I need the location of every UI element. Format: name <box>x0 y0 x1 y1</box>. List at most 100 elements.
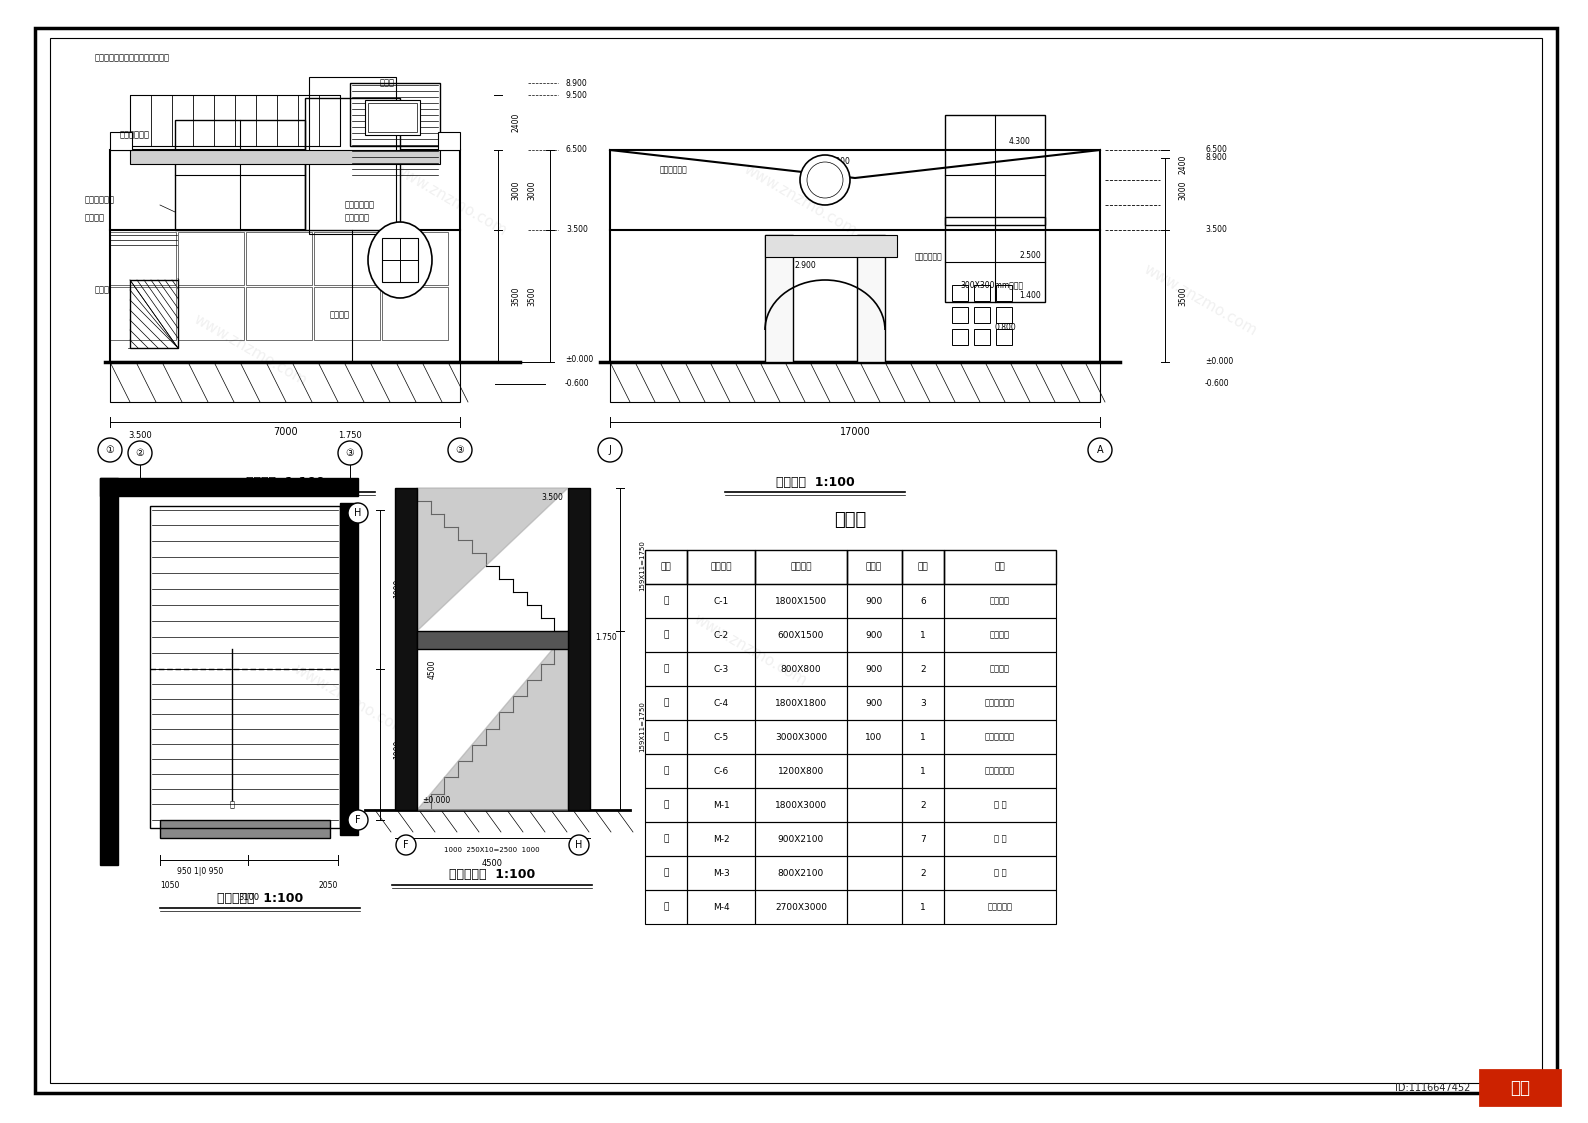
Bar <box>951 285 969 301</box>
Bar <box>754 618 846 652</box>
Text: 800X2100: 800X2100 <box>778 868 824 877</box>
Bar <box>902 720 943 754</box>
Text: 1: 1 <box>919 903 926 912</box>
Bar <box>688 584 754 618</box>
Bar <box>160 820 330 838</box>
Bar <box>902 618 943 652</box>
Bar <box>945 115 1045 225</box>
Bar <box>688 550 754 584</box>
Text: F: F <box>356 815 360 825</box>
Bar <box>610 362 1100 402</box>
Text: 250x10=2500: 250x10=2500 <box>411 642 419 696</box>
Bar <box>943 856 1056 891</box>
Bar <box>688 891 754 924</box>
Text: 300X300mm镐空窗: 300X300mm镐空窗 <box>961 281 1023 290</box>
Text: 木 门: 木 门 <box>994 834 1007 843</box>
Text: 1: 1 <box>919 767 926 776</box>
Text: 玻璃移拉门: 玻璃移拉门 <box>988 903 1013 912</box>
Bar <box>418 631 569 649</box>
Bar <box>645 584 688 618</box>
Bar <box>100 478 357 496</box>
Bar <box>943 584 1056 618</box>
Text: www.znzmo.com: www.znzmo.com <box>291 661 410 739</box>
Bar <box>645 652 688 686</box>
Text: 窗: 窗 <box>664 767 669 776</box>
Text: C-2: C-2 <box>713 630 729 639</box>
Text: 刷白色墙漆: 刷白色墙漆 <box>345 213 370 222</box>
Text: 2400: 2400 <box>511 112 521 131</box>
Text: 900: 900 <box>865 665 883 674</box>
Circle shape <box>338 441 362 465</box>
Text: 800X800: 800X800 <box>781 665 821 674</box>
Text: 洞口尺寸: 洞口尺寸 <box>791 563 811 572</box>
Bar <box>383 232 448 285</box>
Bar <box>130 95 340 146</box>
Text: 楼梯剪面图  1:100: 楼梯剪面图 1:100 <box>449 868 535 882</box>
Bar <box>149 506 340 828</box>
Bar <box>645 754 688 788</box>
Bar <box>340 503 357 836</box>
Bar <box>973 307 989 323</box>
Bar <box>110 133 132 150</box>
Text: 铝合金遮阳窗: 铝合金遮阳窗 <box>985 732 1015 741</box>
Text: 铝合金遮阳窗: 铝合金遮阳窗 <box>661 165 688 174</box>
Bar <box>246 287 311 340</box>
Bar <box>383 287 448 340</box>
Circle shape <box>807 162 843 198</box>
Bar <box>645 788 688 822</box>
Bar <box>945 217 1045 302</box>
Text: 1000: 1000 <box>394 578 402 597</box>
Text: C-3: C-3 <box>713 665 729 674</box>
Bar <box>846 584 902 618</box>
Text: 2050: 2050 <box>319 880 338 889</box>
Bar <box>846 686 902 720</box>
Text: 木 门: 木 门 <box>994 868 1007 877</box>
Text: 铝合金遮阳窗: 铝合金遮阳窗 <box>915 253 943 262</box>
Bar <box>645 822 688 856</box>
Bar <box>902 822 943 856</box>
Text: 3100: 3100 <box>238 894 259 903</box>
Text: 铝合金遮阳窗: 铝合金遮阳窗 <box>985 767 1015 776</box>
Text: www.znzmo.com: www.znzmo.com <box>191 311 310 389</box>
Bar <box>846 891 902 924</box>
Bar <box>100 478 357 496</box>
Bar <box>645 686 688 720</box>
Bar <box>846 754 902 788</box>
Text: 下: 下 <box>230 801 235 810</box>
Bar <box>610 150 1100 362</box>
Bar <box>688 720 754 754</box>
Text: C-4: C-4 <box>713 699 729 707</box>
Text: 3500: 3500 <box>527 286 537 305</box>
Bar <box>943 788 1056 822</box>
Bar <box>314 287 380 340</box>
Bar <box>765 235 792 362</box>
Bar <box>902 686 943 720</box>
Text: 1: 1 <box>919 630 926 639</box>
Bar <box>110 232 176 285</box>
Bar <box>178 287 245 340</box>
Text: -0.600: -0.600 <box>565 380 589 389</box>
Text: 楼梯平面图  1:100: 楼梯平面图 1:100 <box>218 892 303 904</box>
Text: ③: ③ <box>456 445 464 455</box>
Text: A: A <box>1097 445 1104 455</box>
Text: 1: 1 <box>919 732 926 741</box>
Text: 8.900: 8.900 <box>1205 154 1228 163</box>
Text: 2.900: 2.900 <box>794 261 816 270</box>
Text: 数量: 数量 <box>918 563 929 572</box>
Text: 铝合金玻璃门: 铝合金玻璃门 <box>86 195 114 204</box>
Text: 设计编号: 设计编号 <box>710 563 732 572</box>
Text: 1200X800: 1200X800 <box>778 767 824 776</box>
Text: 3: 3 <box>919 699 926 707</box>
Text: 1050: 1050 <box>160 880 179 889</box>
Text: 900X2100: 900X2100 <box>778 834 824 843</box>
Bar <box>996 285 1012 301</box>
Bar <box>383 238 418 282</box>
Bar <box>754 584 846 618</box>
Bar <box>438 133 461 150</box>
Text: www.znzmo.com: www.znzmo.com <box>391 162 510 238</box>
Text: 159X11=1750: 159X11=1750 <box>638 540 645 592</box>
Bar <box>943 686 1056 720</box>
Bar <box>765 235 897 257</box>
Bar <box>100 478 118 865</box>
Text: 6: 6 <box>919 596 926 605</box>
